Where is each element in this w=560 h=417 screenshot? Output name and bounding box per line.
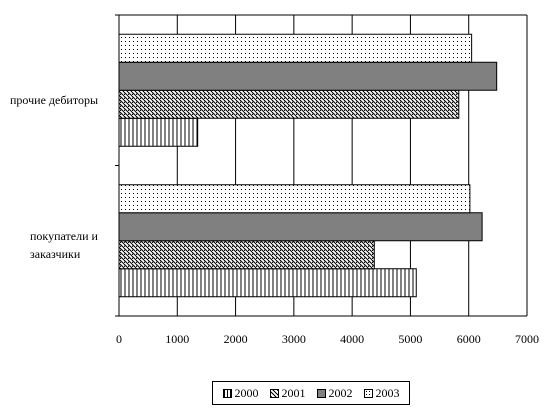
legend-swatch-2000: [222, 388, 232, 398]
bar-2003-cat1: [118, 184, 471, 214]
legend-label-2001: 2001: [281, 385, 306, 400]
category-label-customers: покупатели и заказчики: [30, 229, 98, 261]
legend-item-2001: 2001: [269, 385, 306, 401]
x-tick-label-5000: 5000: [398, 332, 422, 346]
x-tick-label-3000: 3000: [282, 332, 306, 346]
bar-2003-cat0: [118, 33, 473, 63]
x-tick-label-2000: 2000: [224, 332, 248, 346]
legend-swatch-2003: [363, 388, 373, 398]
legend-label-2000: 2000: [234, 385, 259, 400]
legend-item-2002: 2002: [316, 385, 353, 401]
legend: 2000 2001 2002 2003: [212, 381, 410, 405]
bar-2000-cat1: [118, 268, 417, 298]
bar-2001-cat0: [118, 89, 460, 119]
legend-swatch-2002: [316, 388, 326, 398]
legend-item-2000: 2000: [222, 385, 259, 401]
legend-item-2003: 2003: [363, 385, 400, 401]
bar-2000-cat0: [118, 117, 199, 147]
x-tick-label-0: 0: [116, 332, 122, 346]
legend-label-2003: 2003: [375, 385, 400, 400]
legend-swatch-2001: [269, 388, 279, 398]
bar-2001-cat1: [118, 240, 375, 270]
x-tick-label-7000: 7000: [515, 332, 539, 346]
x-tick-label-4000: 4000: [340, 332, 364, 346]
legend-label-2002: 2002: [328, 385, 353, 400]
x-tick-label-1000: 1000: [165, 332, 189, 346]
bar-2002-cat1: [118, 212, 483, 242]
bar-2002-cat0: [118, 61, 498, 91]
x-tick-label-6000: 6000: [457, 332, 481, 346]
category-label-other-debtors: прочие дебиторы: [10, 93, 99, 107]
